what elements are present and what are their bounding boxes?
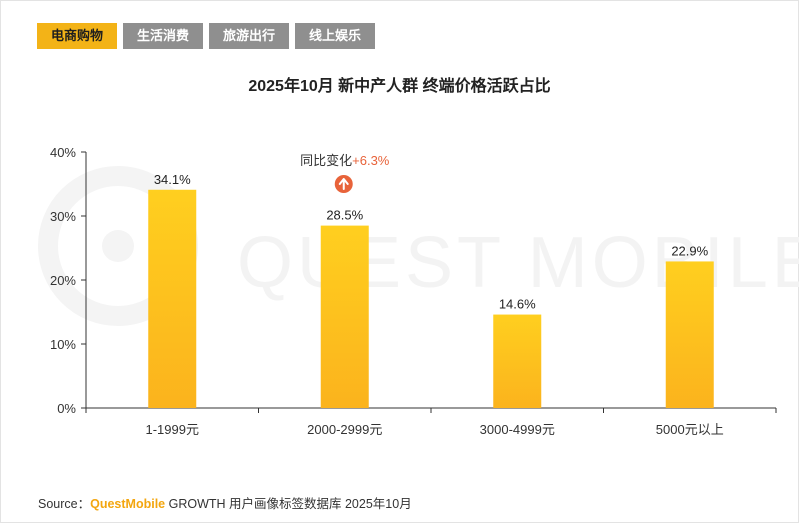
- bar-value-label: 34.1%: [154, 172, 191, 187]
- bar-4: [665, 261, 714, 408]
- x-tick-label: 3000-4999元: [480, 422, 555, 437]
- source-prefix: Source：: [38, 497, 91, 511]
- yoy-change-value: +6.3%: [352, 153, 390, 168]
- bar-3: [493, 314, 542, 408]
- bar-2: [320, 225, 369, 408]
- bar-value-label: 14.6%: [499, 297, 536, 312]
- y-tick-label: 30%: [50, 209, 76, 224]
- yoy-change-text: 同比变化+6.3%: [300, 153, 390, 168]
- y-tick-label: 0%: [57, 401, 76, 416]
- y-tick-label: 10%: [50, 337, 76, 352]
- x-tick-label: 1-1999元: [146, 422, 199, 437]
- yoy-change-label: 同比变化: [300, 153, 352, 168]
- x-tick-label: 5000元以上: [656, 422, 724, 437]
- bar-1: [148, 189, 197, 408]
- source-text: GROWTH 用户画像标签数据库 2025年10月: [165, 497, 412, 511]
- category-tabs: 电商购物 生活消费 旅游出行 线上娱乐: [37, 23, 376, 49]
- chart-title: 2025年10月 新中产人群 终端价格活跃占比: [248, 78, 551, 95]
- source-brand: QuestMobile: [90, 497, 166, 511]
- y-tick-label: 40%: [50, 145, 76, 160]
- up-arrow-glyph: [338, 178, 349, 190]
- y-tick-label: 20%: [50, 273, 76, 288]
- x-tick-label: 2000-2999元: [307, 422, 382, 437]
- tab-life-consumption[interactable]: 生活消费: [123, 23, 204, 49]
- bar-value-label: 22.9%: [671, 243, 708, 258]
- tab-online-entertainment[interactable]: 线上娱乐: [295, 23, 376, 49]
- source-note: Source：QuestMobile GROWTH 用户画像标签数据库 2025…: [38, 493, 412, 512]
- tab-travel[interactable]: 旅游出行: [209, 23, 290, 49]
- watermark-logo-dot: [102, 230, 134, 262]
- tab-ecommerce[interactable]: 电商购物: [37, 23, 118, 49]
- bar-value-label: 28.5%: [326, 208, 363, 223]
